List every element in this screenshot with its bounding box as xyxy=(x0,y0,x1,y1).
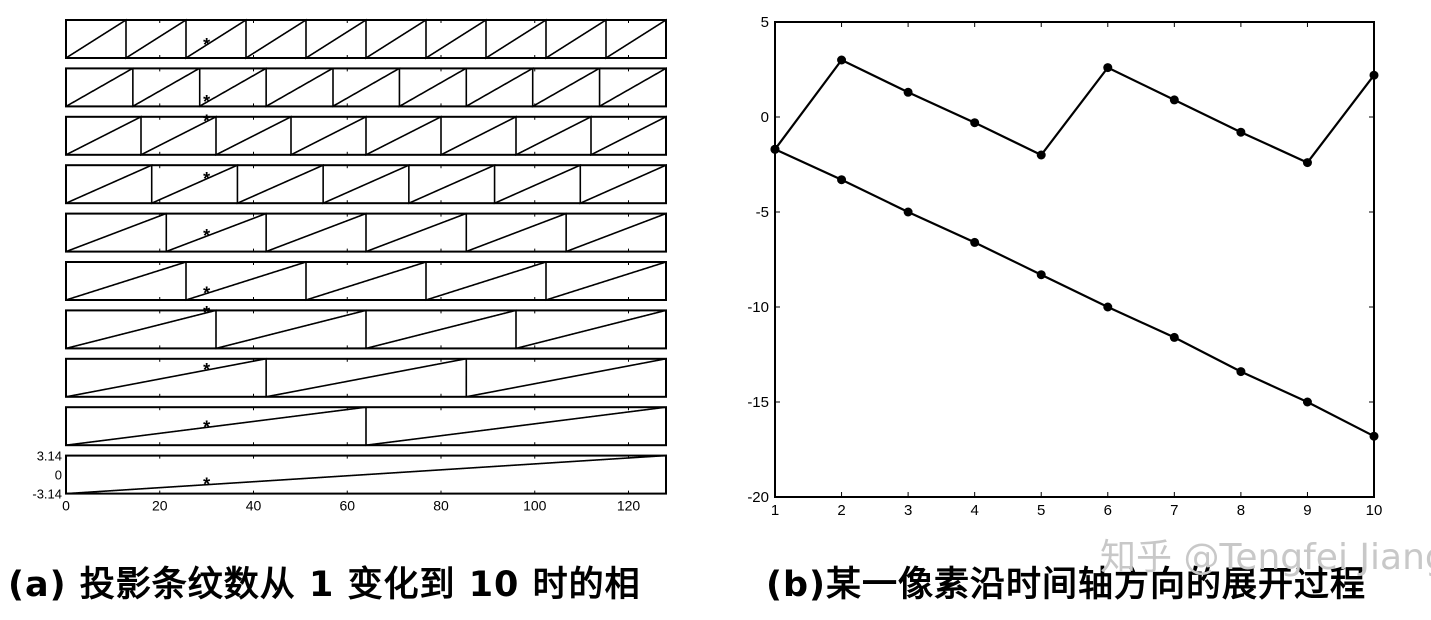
x-tick-label: 3 xyxy=(904,502,912,519)
x-tick-label: 8 xyxy=(1237,502,1245,519)
data-point xyxy=(1236,127,1246,137)
asterisk-marker: * xyxy=(203,475,210,495)
phase-curve xyxy=(65,18,667,60)
data-point xyxy=(1103,302,1113,312)
data-point xyxy=(970,237,980,247)
data-point xyxy=(770,144,780,154)
x-tick-label: 4 xyxy=(970,502,978,519)
data-point xyxy=(1369,431,1379,441)
asterisk-marker: * xyxy=(203,417,210,437)
y-tick-label: 0 xyxy=(55,468,62,483)
caption-b: (b)某一像素沿时间轴方向的展开过程 xyxy=(766,565,1367,605)
phase-curve xyxy=(65,115,667,157)
phase-subplot: * xyxy=(65,164,667,205)
x-tick-label: 60 xyxy=(339,498,355,514)
phase-subplot: * xyxy=(65,303,667,350)
x-tick-label: 7 xyxy=(1170,502,1178,519)
data-point xyxy=(1036,270,1046,280)
data-point xyxy=(1302,158,1312,168)
data-point xyxy=(903,207,913,217)
phase-curve xyxy=(65,406,667,447)
asterisk-marker: * xyxy=(203,35,210,55)
data-point xyxy=(1302,397,1312,407)
data-point xyxy=(1169,332,1179,342)
asterisk-marker: * xyxy=(203,226,210,246)
phase-subplot: * xyxy=(65,406,667,447)
x-tick-label: 0 xyxy=(62,498,70,514)
data-point xyxy=(1103,63,1113,73)
y-tick-label: -5 xyxy=(756,204,769,221)
data-point xyxy=(837,55,847,65)
asterisk-marker: * xyxy=(203,112,210,132)
phase-curve xyxy=(65,357,667,398)
asterisk-marker: * xyxy=(203,360,210,380)
x-tick-label: 5 xyxy=(1037,502,1045,519)
phase-subplot: *3.140-3.140 20 40 60 80 100 120 xyxy=(32,449,667,514)
phase-curve xyxy=(65,260,667,302)
asterisk-marker: * xyxy=(203,169,210,189)
data-point xyxy=(1236,367,1246,377)
y-tick-label: -10 xyxy=(747,299,769,316)
y-tick-label: -3.14 xyxy=(32,487,62,502)
phase-curve xyxy=(65,67,667,108)
panel-a-phase-stack: **********3.140-3.140 20 40 60 80 100 120 xyxy=(32,18,667,514)
y-tick-label: 3.14 xyxy=(37,449,62,464)
phase-subplot: * xyxy=(65,357,667,398)
series-line xyxy=(774,58,1375,164)
x-tick-label: 100 xyxy=(523,498,547,514)
x-tick-label: 9 xyxy=(1303,502,1311,519)
plot-frame xyxy=(774,21,1375,498)
x-tick-label: 6 xyxy=(1104,502,1112,519)
asterisk-marker: * xyxy=(203,283,210,303)
caption-a: (a) 投影条纹数从 1 变化到 10 时的相 xyxy=(8,565,641,605)
phase-subplot: * xyxy=(65,212,667,253)
x-tick-label: 10 xyxy=(1366,502,1383,519)
y-tick-label: -15 xyxy=(747,394,769,411)
data-point xyxy=(1036,150,1046,160)
panel-b-unwrap-chart: 1 2 3 4 5 6 7 8 9 10 5 0 -5 -10 -15 -20 xyxy=(747,14,1382,519)
x-tick-label: 20 xyxy=(152,498,168,514)
asterisk-marker: * xyxy=(203,303,210,323)
y-tick-label: -20 xyxy=(747,489,769,506)
phase-subplot: * xyxy=(65,67,667,112)
phase-curve xyxy=(65,212,667,253)
phase-curve xyxy=(65,309,667,350)
x-tick-label: 120 xyxy=(617,498,641,514)
data-point xyxy=(1169,95,1179,105)
data-point xyxy=(1369,70,1379,80)
series-line xyxy=(774,148,1375,438)
phase-subplot: * xyxy=(65,18,667,60)
x-tick-label: 80 xyxy=(433,498,449,514)
y-tick-label: 0 xyxy=(761,109,769,126)
x-tick-label: 2 xyxy=(837,502,845,519)
y-tick-label: 5 xyxy=(761,14,769,31)
phase-curve xyxy=(65,164,667,205)
x-tick-label: 40 xyxy=(246,498,262,514)
watermark-text: 知乎 @Tengfei Jiang xyxy=(1100,537,1431,578)
x-tick-label: 1 xyxy=(771,502,779,519)
asterisk-marker: * xyxy=(203,92,210,112)
data-point xyxy=(970,118,980,128)
phase-subplot: * xyxy=(65,112,667,157)
data-point xyxy=(903,87,913,97)
phase-curve xyxy=(65,454,667,495)
phase-subplot: * xyxy=(65,260,667,303)
data-point xyxy=(837,175,847,185)
